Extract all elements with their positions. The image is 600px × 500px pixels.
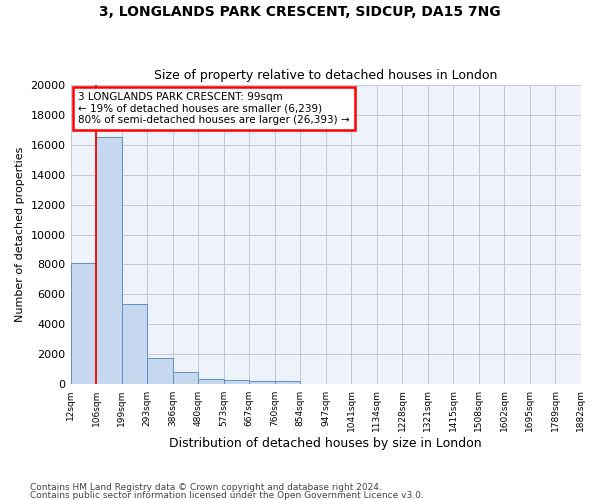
Text: 3 LONGLANDS PARK CRESCENT: 99sqm
← 19% of detached houses are smaller (6,239)
80: 3 LONGLANDS PARK CRESCENT: 99sqm ← 19% o…: [78, 92, 350, 126]
Text: 3, LONGLANDS PARK CRESCENT, SIDCUP, DA15 7NG: 3, LONGLANDS PARK CRESCENT, SIDCUP, DA15…: [99, 5, 501, 19]
Y-axis label: Number of detached properties: Number of detached properties: [15, 147, 25, 322]
Bar: [275, 382, 300, 384]
Text: Contains public sector information licensed under the Open Government Licence v3: Contains public sector information licen…: [30, 490, 424, 500]
Bar: [249, 381, 275, 384]
Bar: [96, 137, 122, 384]
Bar: [198, 379, 224, 384]
Bar: [122, 304, 147, 384]
Bar: [173, 372, 198, 384]
Text: Contains HM Land Registry data © Crown copyright and database right 2024.: Contains HM Land Registry data © Crown c…: [30, 484, 382, 492]
Bar: [147, 358, 173, 384]
Bar: [71, 263, 96, 384]
X-axis label: Distribution of detached houses by size in London: Distribution of detached houses by size …: [169, 437, 482, 450]
Title: Size of property relative to detached houses in London: Size of property relative to detached ho…: [154, 69, 497, 82]
Bar: [224, 380, 249, 384]
